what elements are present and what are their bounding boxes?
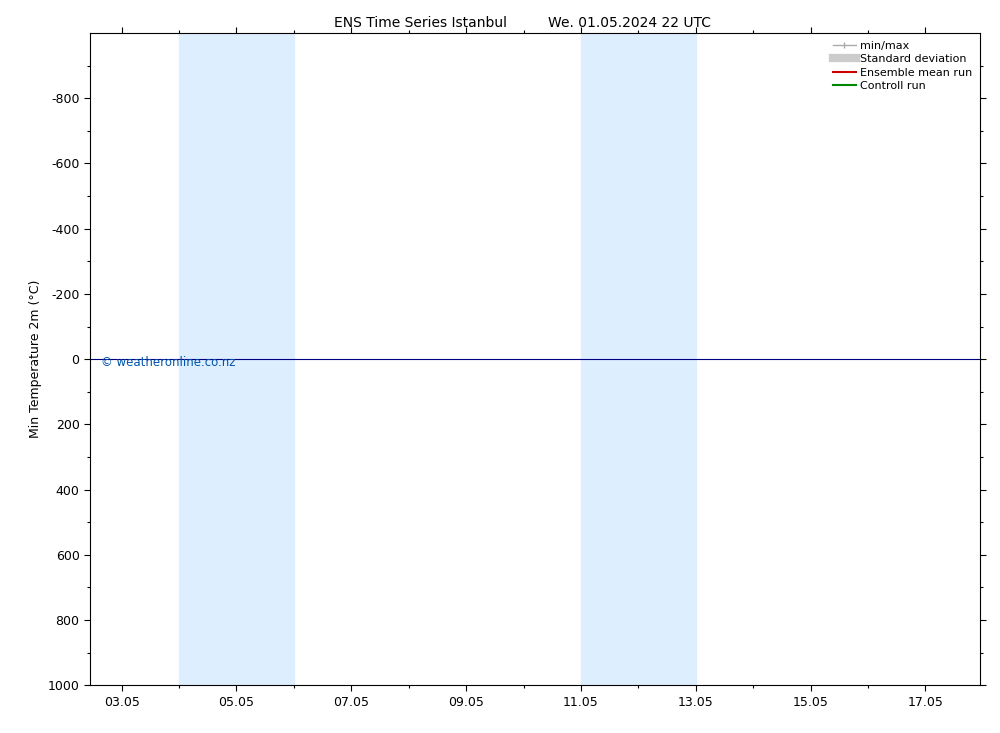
Bar (179, 33, 294, 685)
Text: © weatheronline.co.nz: © weatheronline.co.nz (101, 356, 235, 369)
Text: We. 01.05.2024 22 UTC: We. 01.05.2024 22 UTC (548, 16, 712, 30)
Bar (581, 33, 696, 685)
Legend: min/max, Standard deviation, Ensemble mean run, Controll run: min/max, Standard deviation, Ensemble me… (829, 37, 977, 95)
Text: ENS Time Series Istanbul: ENS Time Series Istanbul (334, 16, 507, 30)
Y-axis label: Min Temperature 2m (°C): Min Temperature 2m (°C) (29, 280, 42, 438)
